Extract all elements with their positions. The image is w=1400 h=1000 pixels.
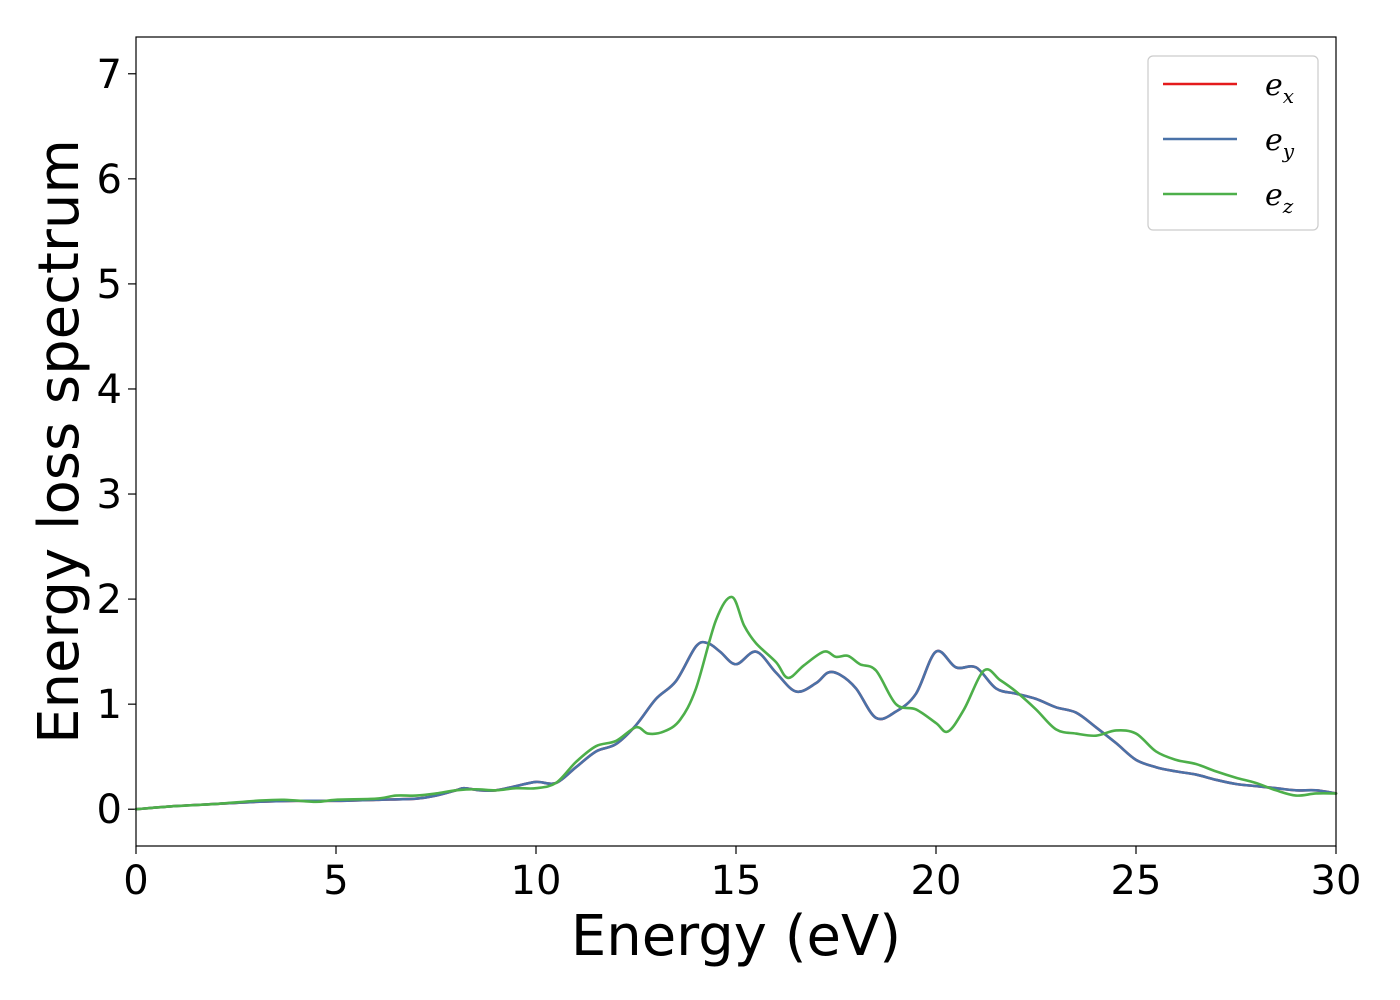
y-tick-label: 6 [97, 157, 122, 203]
x-axis-ticks: 0 5 10 15 20 25 30 [123, 846, 1361, 904]
legend-label-main: e [1265, 68, 1283, 103]
legend-label-sub: x [1283, 84, 1294, 108]
y-tick-label: 2 [97, 577, 122, 623]
legend-label-main: e [1265, 123, 1283, 158]
y-tick-label: 0 [97, 787, 122, 833]
x-axis-label: Energy (eV) [571, 904, 901, 969]
x-tick-label: 15 [711, 858, 762, 904]
legend-box [1147, 55, 1319, 231]
legend-label-sub: y [1282, 139, 1295, 163]
x-tick-label: 5 [323, 858, 348, 904]
legend-label-sub: z [1282, 194, 1294, 218]
legend-label-e-z: ez [1265, 178, 1294, 218]
series-lines [134, 595, 1338, 811]
legend-label-e-x: ex [1265, 68, 1294, 108]
x-tick-label: 10 [511, 858, 562, 904]
y-tick-label: 5 [97, 262, 122, 308]
y-tick-label: 3 [97, 472, 122, 518]
legend-label-main: e [1265, 178, 1283, 213]
plot-frame [135, 36, 1337, 847]
x-tick-label: 0 [123, 858, 148, 904]
x-tick-label: 20 [911, 858, 962, 904]
y-tick-label: 7 [97, 52, 122, 98]
x-tick-label: 25 [1111, 858, 1162, 904]
series-line-e-z [134, 595, 1338, 811]
x-tick-label: 30 [1311, 858, 1362, 904]
legend-label-e-y: ey [1265, 123, 1295, 163]
y-axis-label: Energy loss spectrum [27, 139, 92, 744]
y-axis-ticks: 0 1 2 3 4 5 6 7 [97, 52, 136, 833]
y-tick-label: 1 [97, 682, 122, 728]
y-tick-label: 4 [97, 367, 122, 413]
